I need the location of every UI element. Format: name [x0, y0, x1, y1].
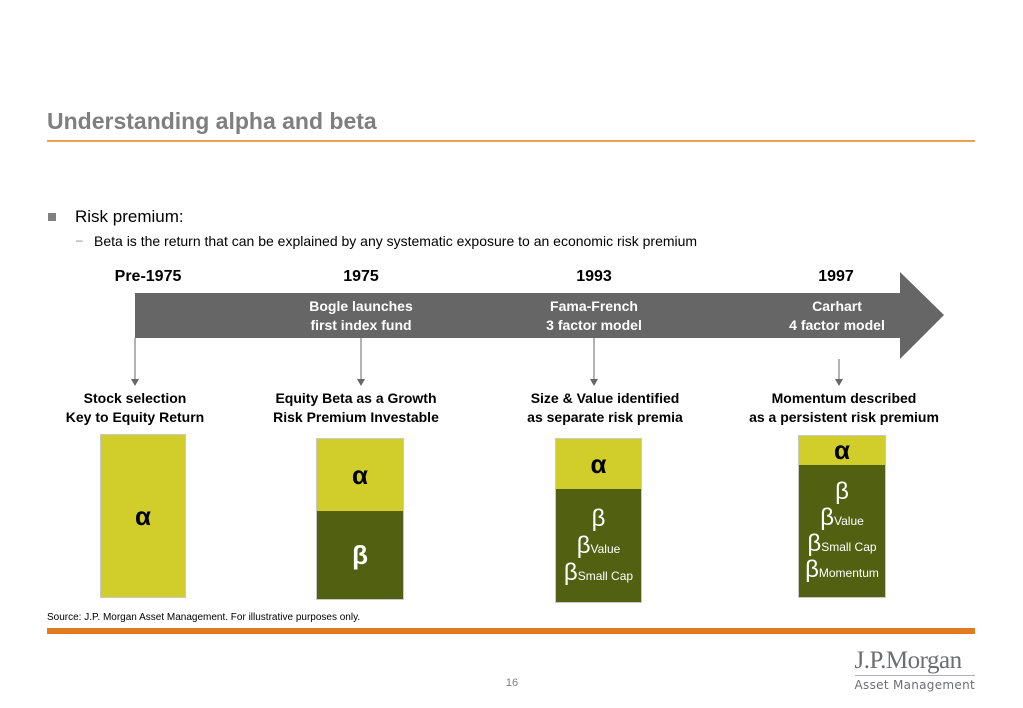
bullet-risk-premium: Risk premium:	[75, 207, 184, 226]
caption-stock-selection: Stock selection Key to Equity Return	[20, 389, 250, 427]
caption-equity-beta: Equity Beta as a Growth Risk Premium Inv…	[241, 389, 471, 427]
alpha-block: α	[556, 439, 641, 489]
bullet-square-icon	[48, 213, 56, 221]
column-1993: α β β Value β Small Cap	[555, 438, 642, 603]
column-1997: α β β Value β Small Cap β Momentum	[798, 435, 886, 598]
title-divider	[47, 140, 975, 142]
timeline-arrow-body	[135, 272, 944, 359]
arrow-label-bogle: Bogle launches first index fund	[276, 297, 446, 335]
arrow-label-line: Bogle launches	[309, 298, 413, 314]
beta-market: β	[835, 478, 849, 505]
beta-small-cap-row: β Small Cap	[563, 558, 634, 586]
caption-line: as a persistent risk premium	[749, 409, 939, 425]
beta-block: β	[317, 511, 403, 599]
source-note: Source: J.P. Morgan Asset Management. Fo…	[47, 612, 361, 623]
caption-line: Size & Value identified	[530, 390, 680, 406]
caption-line: Key to Equity Return	[65, 409, 205, 425]
year-1997: 1997	[818, 268, 854, 285]
beta-value-label: Value	[590, 541, 621, 556]
arrow-label-carhart: Carhart 4 factor model	[752, 297, 922, 335]
beta-value-symbol: β	[576, 531, 591, 559]
connector-arrowhead-1993	[590, 379, 598, 386]
beta-block: β β Value β Small Cap	[556, 489, 641, 602]
arrow-label-line: 3 factor model	[546, 317, 642, 333]
caption-line: Equity Beta as a Growth	[275, 390, 437, 406]
beta-small-cap-symbol: β	[563, 558, 578, 586]
beta-market: β	[591, 504, 606, 532]
sub-bullet-beta-definition: Beta is the return that can be explained…	[94, 233, 698, 249]
alpha-block: α	[799, 435, 885, 465]
logo-wordmark: J.P.Morgan	[854, 647, 963, 674]
jpmorgan-logo: J.P.Morgan Asset Management	[854, 647, 975, 692]
slide-title: Understanding alpha and beta	[47, 108, 377, 134]
caption-momentum: Momentum described as a persistent risk …	[729, 389, 959, 427]
beta-value-symbol: β	[820, 504, 834, 531]
year-1993: 1993	[576, 268, 612, 285]
beta-market-row: β	[591, 504, 606, 532]
beta-momentum-symbol: β	[805, 556, 819, 583]
connector-arrowhead-1975	[357, 379, 365, 386]
beta-momentum-row: β Momentum	[805, 558, 879, 582]
logo-divider	[854, 675, 975, 676]
beta-block: β β Value β Small Cap β Momentum	[799, 465, 885, 597]
year-pre-1975: Pre-1975	[114, 268, 182, 285]
year-1975: 1975	[343, 268, 379, 285]
alpha-block: α	[317, 439, 403, 511]
column-1975: α β	[316, 438, 404, 600]
beta-small-cap-row: β Small Cap	[807, 532, 876, 556]
arrow-label-line: first index fund	[310, 317, 412, 333]
alpha-block: α	[101, 435, 185, 597]
beta-value-label: Value	[834, 514, 864, 528]
footer-divider	[47, 628, 975, 634]
beta-market: β	[352, 539, 368, 570]
caption-line: Momentum described	[771, 390, 917, 406]
beta-small-cap-label: Small Cap	[821, 540, 877, 554]
beta-small-cap-label: Small Cap	[577, 568, 634, 583]
arrow-label-line: Fama-French	[550, 298, 638, 314]
arrow-label-fama-french: Fama-French 3 factor model	[509, 297, 679, 335]
connector-arrowhead-pre-1975	[131, 379, 139, 386]
beta-value-row: β Value	[576, 531, 621, 559]
connector-arrowhead-1997	[835, 379, 843, 386]
beta-market-row: β	[835, 480, 849, 504]
arrow-label-line: Carhart	[812, 298, 862, 314]
beta-momentum-label: Momentum	[818, 566, 879, 580]
column-pre-1975: α	[100, 434, 186, 598]
caption-size-value: Size & Value identified as separate risk…	[490, 389, 720, 427]
arrow-label-line: 4 factor model	[789, 317, 885, 333]
caption-line: Risk Premium Investable	[273, 409, 439, 425]
sub-bullet-dash: –	[76, 233, 83, 247]
page-number: 16	[505, 677, 519, 689]
beta-small-cap-symbol: β	[807, 530, 822, 557]
caption-line: Stock selection	[83, 390, 187, 406]
logo-subtitle: Asset Management	[854, 678, 975, 692]
beta-value-row: β Value	[820, 506, 864, 530]
caption-line: as separate risk premia	[527, 409, 683, 425]
